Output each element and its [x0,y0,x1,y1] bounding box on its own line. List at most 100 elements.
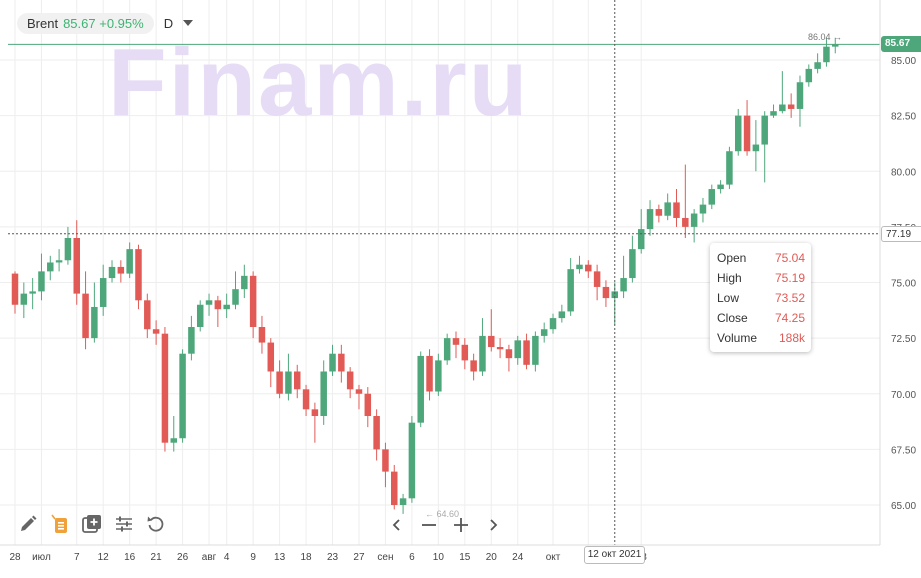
candle-body [602,286,610,299]
candle-body [549,318,557,330]
low-marker-label: ← 64.60 [425,509,460,519]
candle [593,264,601,301]
candle [752,120,760,172]
x-tick-label: авг [202,552,217,563]
candle-body [787,104,795,109]
candle-body [585,264,592,272]
candle-body [734,115,742,152]
candle-body [611,291,619,299]
candle [38,253,45,301]
candle [452,331,460,359]
candle [135,244,142,310]
candle [232,271,239,310]
candle-body [717,184,724,190]
pencil-icon[interactable] [17,513,39,535]
candle [479,318,486,376]
candle-body [188,327,195,354]
candle [188,315,195,361]
candle [82,271,89,350]
candle-body [196,304,204,327]
candle [64,226,72,265]
candle [382,442,389,488]
y-tick-label: 72.50 [891,334,916,345]
candle [99,264,107,316]
candle-body [152,329,160,334]
candle-body [690,213,698,227]
candle-body [699,204,707,214]
candle-body [532,335,539,365]
period-label: D [163,15,174,31]
candle-body [461,344,469,361]
candle [637,209,645,254]
candle [770,104,777,118]
candle-body [126,249,133,274]
candle-body [682,217,689,227]
candle [682,164,689,238]
candle [373,409,380,461]
chevron-left-icon[interactable] [386,514,408,536]
candle [320,360,327,425]
zoom-out-icon[interactable] [418,514,440,536]
candle [761,111,768,183]
candle-body [302,389,310,410]
chart-navigation [386,514,504,536]
candle [488,309,495,352]
x-tick-label: 7 [74,552,80,563]
high-marker-label: 86.04 → [808,32,843,42]
x-tick-label: 15 [459,552,471,563]
candle [249,271,257,339]
candle [532,331,539,372]
candle-body [223,304,230,310]
candle-body [823,46,830,63]
candle [55,249,63,272]
candle [470,353,477,381]
tooltip-label: High [717,271,742,285]
ohlc-tooltip: Open 75.04 High 75.19 Low 73.52 Close 74.25 … [710,243,811,352]
candle [179,349,186,443]
candle [629,235,636,283]
candle [355,384,363,410]
add-indicator-icon[interactable] [81,513,103,535]
candle [47,255,54,281]
chevron-right-icon[interactable] [482,514,504,536]
candle-body [443,338,451,361]
notes-icon[interactable] [49,513,71,535]
candle [91,282,98,343]
candle-body [241,275,248,290]
x-tick-label: 4 [224,552,230,563]
candle-body [346,371,354,390]
tooltip-label: Close [717,311,748,325]
candle-body [82,293,89,339]
candle-body [523,340,530,365]
candle [302,384,310,416]
crosshair-date-tag: 12 окт 2021 [583,546,646,564]
candle-body [11,273,19,305]
symbol-pill[interactable]: Brent 85.67 +0.95% [17,12,154,34]
x-tick-label: 13 [274,552,286,563]
period-dropdown[interactable]: D [163,15,194,31]
candle [417,351,424,428]
reset-icon[interactable] [145,513,167,535]
candle-body [249,275,257,327]
candle [329,344,336,376]
tooltip-value: 188k [778,331,805,345]
candle [620,255,627,299]
settings-sliders-icon[interactable] [113,513,135,535]
drawing-toolbar [17,513,167,535]
tooltip-row-low: Low 73.52 [717,288,805,308]
candle-body [779,104,786,112]
candle [655,204,663,223]
candle-body [514,340,521,359]
x-tick-label: 9 [250,552,256,563]
candle [576,255,583,274]
tooltip-label: Open [717,251,747,265]
candle-body [293,371,301,390]
candle [205,293,213,316]
candle [708,184,716,210]
candle-body [20,293,28,305]
candle-body [505,349,513,359]
candle-body [593,271,601,287]
candle [108,260,116,283]
candle-body [814,62,821,69]
zoom-in-icon[interactable] [450,514,472,536]
